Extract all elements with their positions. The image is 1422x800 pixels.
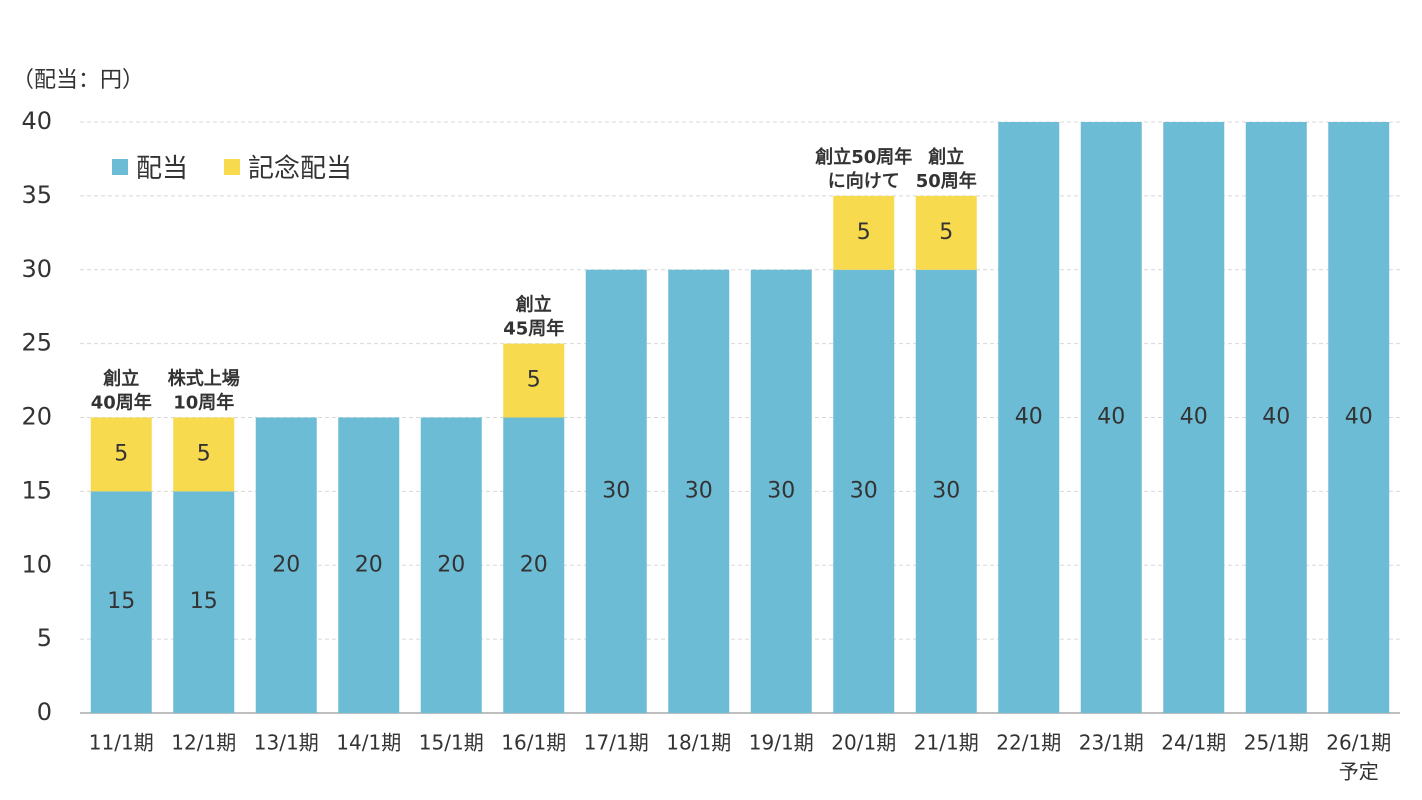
- bar-base: [255, 417, 317, 713]
- y-tick-label: 0: [37, 698, 52, 726]
- x-tick-label: 16/1期: [501, 731, 566, 755]
- bar-base: [915, 269, 977, 713]
- annotation-label: 株式上場: [168, 368, 240, 390]
- bar-memorial: [915, 195, 977, 270]
- y-tick-label: 20: [21, 403, 52, 431]
- legend-swatch-base: [112, 158, 128, 175]
- unit-label: （配当：円）: [12, 68, 145, 93]
- bar-memorial: [173, 417, 235, 492]
- legend-label-memorial: 記念配当: [248, 154, 353, 184]
- bar-base-label: 20: [272, 552, 300, 577]
- bar-base: [173, 491, 235, 713]
- y-tick-label: 10: [21, 550, 52, 578]
- bar-base-label: 15: [107, 589, 135, 614]
- legend: 配当 記念配当: [112, 148, 388, 185]
- annotation-label: 45周年: [503, 318, 564, 340]
- annotation-label: 創立: [102, 368, 139, 390]
- annotation-label: 創立: [515, 294, 552, 316]
- bar-base: [750, 269, 812, 713]
- x-tick-label: 23/1期: [1079, 731, 1144, 755]
- bar-base: [1245, 122, 1307, 713]
- x-tick-label: 11/1期: [89, 731, 154, 755]
- x-tick-label: 20/1期: [831, 731, 896, 755]
- bar-base-label: 30: [767, 478, 795, 503]
- bar-base: [1328, 122, 1390, 713]
- annotation-label: 10周年: [173, 392, 234, 414]
- bar-base: [1163, 122, 1225, 713]
- legend-item-memorial: 記念配当: [224, 148, 352, 185]
- x-tick-label: 19/1期: [749, 731, 814, 755]
- bar-memorial-label: 5: [857, 220, 871, 245]
- bar-base: [503, 417, 565, 713]
- bar-base-label: 30: [850, 478, 878, 503]
- legend-label-base: 配当: [136, 154, 189, 184]
- bar-base-label: 30: [685, 478, 713, 503]
- y-tick-label: 25: [21, 329, 52, 357]
- x-tick-label: 14/1期: [336, 731, 401, 755]
- bar-base-label: 20: [520, 552, 548, 577]
- bar-base: [668, 269, 730, 713]
- bar-base: [998, 122, 1060, 713]
- bar-base-label: 20: [437, 552, 465, 577]
- bar-base-label: 40: [1180, 405, 1208, 430]
- x-tick-label: 25/1期: [1244, 731, 1309, 755]
- y-tick-label: 15: [21, 476, 52, 504]
- bar-base: [338, 417, 400, 713]
- x-tick-label: 15/1期: [419, 731, 484, 755]
- x-tick-label: 12/1期: [171, 731, 236, 755]
- bar-base-label: 20: [355, 552, 383, 577]
- annotation-label: 創立50周年: [814, 146, 912, 168]
- x-tick-label: 21/1期: [914, 731, 979, 755]
- bar-memorial: [90, 417, 152, 492]
- x-tick-label: 22/1期: [996, 731, 1061, 755]
- bar-base-label: 40: [1262, 405, 1290, 430]
- annotation-label: 50周年: [916, 170, 977, 192]
- bar-base-label: 40: [1015, 405, 1043, 430]
- y-tick-label: 5: [37, 624, 52, 652]
- legend-swatch-memorial: [224, 158, 241, 175]
- x-tick-label: 17/1期: [584, 731, 649, 755]
- y-tick-label: 35: [21, 181, 52, 209]
- bar-base-label: 30: [932, 478, 960, 503]
- bar-base-label: 40: [1097, 405, 1125, 430]
- y-tick-label: 40: [21, 107, 52, 135]
- x-tick-label: 24/1期: [1161, 731, 1226, 755]
- annotation-label: に向けて: [828, 170, 900, 192]
- bar-base: [585, 269, 647, 713]
- annotation-label: 40周年: [91, 392, 152, 414]
- x-tick-label: 13/1期: [254, 731, 319, 755]
- legend-item-base: 配当: [112, 148, 188, 185]
- bar-memorial-label: 5: [939, 220, 953, 245]
- bar-base-label: 30: [602, 478, 630, 503]
- bar-memorial-label: 5: [197, 441, 211, 466]
- bar-memorial: [833, 195, 895, 270]
- bar-base-label: 15: [190, 589, 218, 614]
- y-tick-label: 30: [21, 255, 52, 283]
- x-tick-sublabel: 予定: [1339, 760, 1379, 784]
- x-tick-label: 26/1期: [1326, 731, 1391, 755]
- bar-memorial: [503, 343, 565, 418]
- bar-memorial-label: 5: [114, 441, 128, 466]
- bar-memorial-label: 5: [527, 368, 541, 393]
- bar-base-label: 40: [1345, 405, 1373, 430]
- bar-base: [833, 269, 895, 713]
- bar-base: [1080, 122, 1142, 713]
- bar-base: [90, 491, 152, 713]
- annotation-label: 創立: [927, 146, 964, 168]
- bar-base: [420, 417, 482, 713]
- x-tick-label: 18/1期: [666, 731, 731, 755]
